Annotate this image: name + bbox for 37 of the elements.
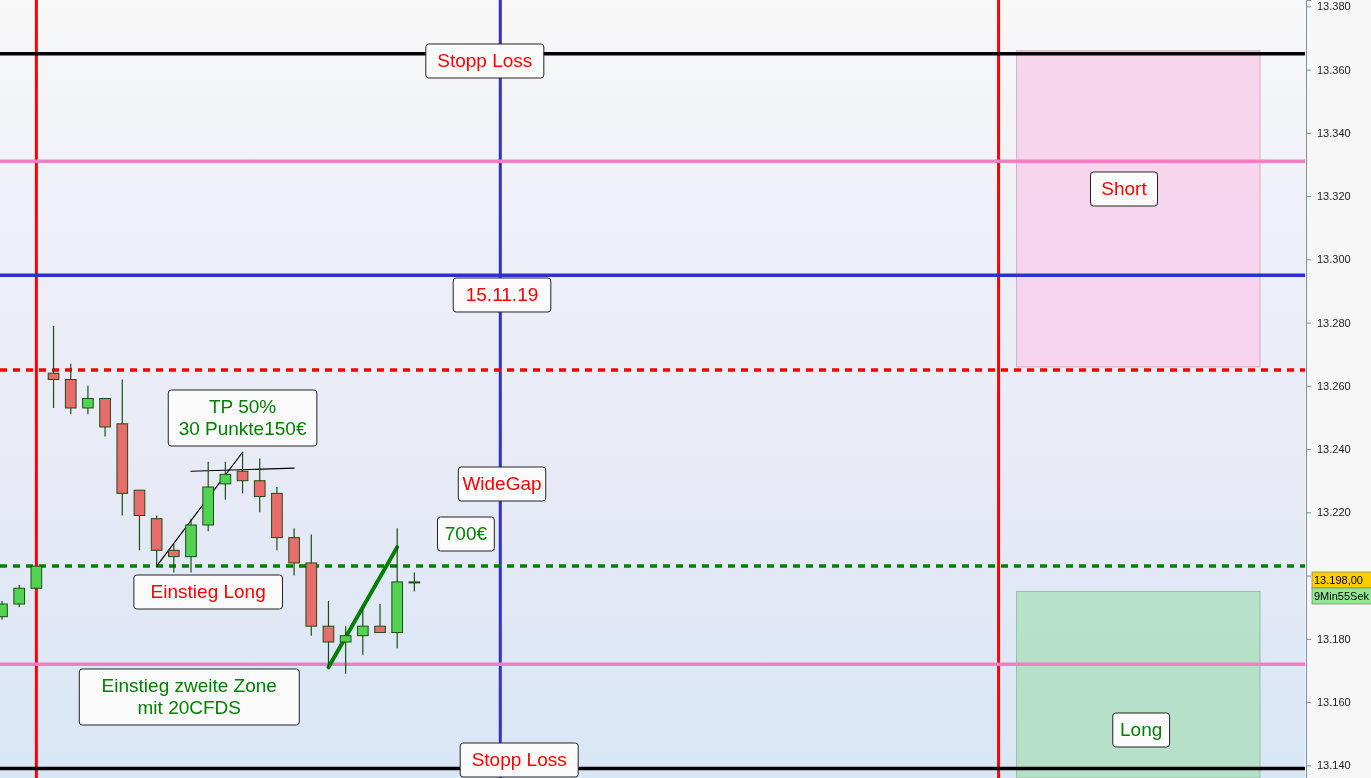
y-tick-label: 13.140 <box>1317 759 1351 772</box>
y-tick-label: 13.220 <box>1317 506 1351 519</box>
y-tick-label: 13.340 <box>1317 126 1351 139</box>
y-tick-label: 13.240 <box>1317 443 1351 456</box>
annotation: Stopp Loss <box>471 749 567 770</box>
annotation: Short <box>1101 178 1148 199</box>
text: 9Min55Sek <box>1314 590 1370 602</box>
y-tick-label: 13.280 <box>1317 316 1351 329</box>
candlestick <box>236 451 249 494</box>
candlestick <box>47 325 60 409</box>
annotation: Stopp Loss <box>437 50 533 71</box>
annotation: Einstieg zweite Zone mit 20CFDS <box>101 675 277 718</box>
candlestick <box>13 584 26 608</box>
annotation: 15.11.19 <box>465 284 539 305</box>
y-tick-label: 13.300 <box>1317 253 1351 266</box>
candlestick <box>408 571 421 593</box>
y-tick-label: 13.160 <box>1317 696 1351 709</box>
candlestick <box>82 385 94 415</box>
annotation: Einstieg Long <box>150 581 266 602</box>
candlestick <box>374 603 386 634</box>
text: 13.198,00 <box>1314 574 1363 586</box>
y-tick-label: 13.180 <box>1317 632 1351 645</box>
annotation: WideGap <box>462 473 542 494</box>
y-tick-label: 13.360 <box>1317 63 1351 76</box>
annotation: TP 50% 30 Punkte150€ <box>178 396 307 439</box>
candlestick <box>168 543 180 574</box>
y-tick-label: 13.380 <box>1317 0 1351 13</box>
annotation: Long <box>1120 719 1163 740</box>
annotation: 700€ <box>444 523 488 544</box>
candlestick <box>30 565 43 589</box>
candlestick <box>357 606 369 656</box>
y-tick-label: 13.260 <box>1317 379 1351 392</box>
candlestick <box>339 625 352 675</box>
candlestick <box>322 600 335 668</box>
y-tick-label: 13.320 <box>1317 190 1351 203</box>
candlestick <box>219 461 232 501</box>
candlestick <box>253 457 266 513</box>
